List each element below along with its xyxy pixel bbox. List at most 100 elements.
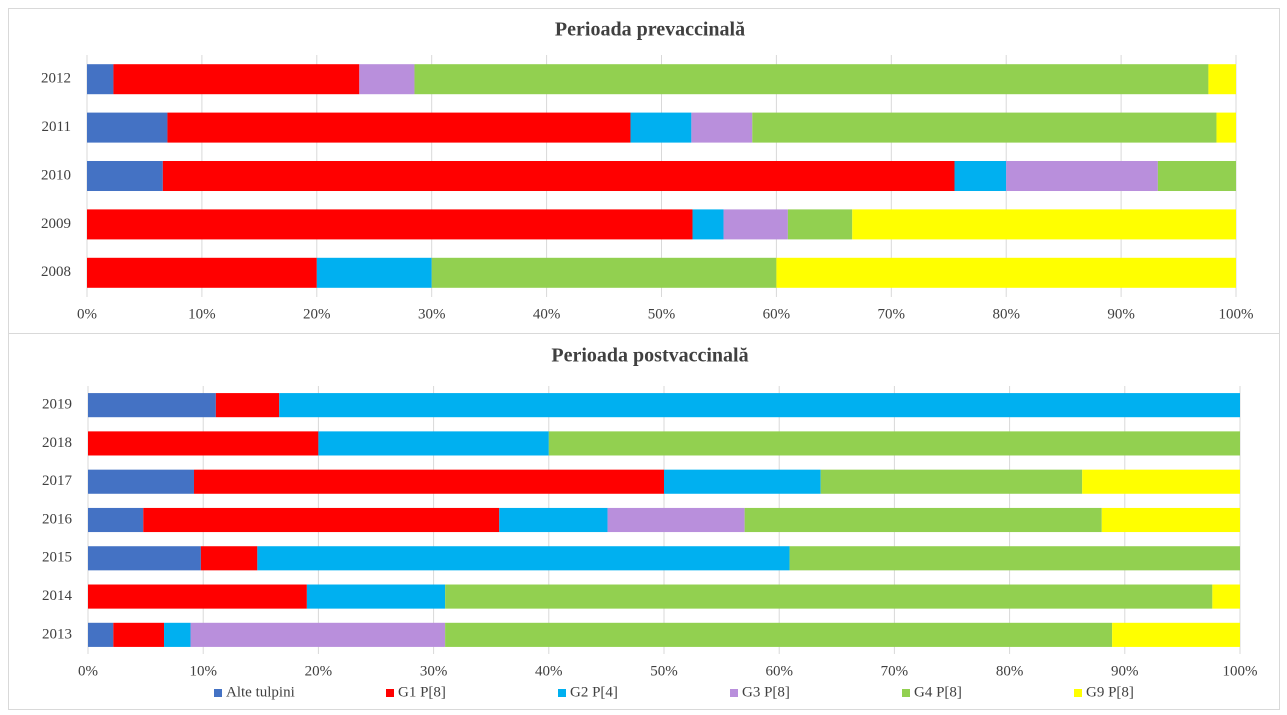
legend-swatch — [214, 689, 222, 697]
bar-segment — [664, 469, 821, 494]
bar-segment — [1112, 622, 1240, 647]
legend-swatch — [730, 689, 738, 697]
x-tick-label: 70% — [881, 663, 909, 679]
bar-segment — [607, 507, 745, 533]
bar-segment — [87, 160, 163, 192]
y-tick-label: 2010 — [41, 167, 71, 183]
x-tick-label: 80% — [992, 306, 1020, 322]
legend-label: G1 P[8] — [398, 684, 446, 700]
bar-segment — [88, 584, 307, 609]
bar-segment — [88, 469, 194, 494]
bar-segment — [789, 546, 1240, 571]
x-tick-label: 40% — [533, 306, 561, 322]
x-tick-label: 90% — [1107, 306, 1135, 322]
bar-segment — [167, 112, 631, 143]
bar-segment — [776, 257, 1236, 288]
bar-segment — [190, 622, 446, 647]
bar-segment — [143, 507, 500, 533]
y-tick-label: 2016 — [42, 511, 73, 527]
bar-segment — [257, 546, 790, 571]
x-tick-label: 30% — [418, 306, 446, 322]
x-tick-label: 40% — [535, 663, 563, 679]
bar-segment — [162, 160, 955, 192]
x-tick-label: 10% — [188, 306, 216, 322]
bar-segment — [630, 112, 692, 143]
bar-segment — [87, 257, 317, 288]
legend-label: Alte tulpini — [226, 684, 295, 700]
bar-segment — [88, 507, 144, 533]
y-tick-label: 2017 — [42, 473, 73, 489]
y-tick-label: 2015 — [42, 550, 72, 566]
bar-segment — [87, 112, 168, 143]
legend-label: G9 P[8] — [1086, 684, 1134, 700]
y-tick-label: 2019 — [42, 397, 72, 413]
bar-segment — [445, 622, 1113, 647]
y-tick-label: 2011 — [42, 119, 71, 135]
bar-segment — [113, 622, 165, 647]
x-tick-label: 20% — [303, 306, 331, 322]
bar-segment — [787, 209, 853, 240]
bar-segment — [548, 431, 1240, 456]
legend-label: G2 P[4] — [570, 684, 618, 700]
bar-segment — [306, 584, 446, 609]
x-tick-label: 30% — [420, 663, 448, 679]
legend-swatch — [902, 689, 910, 697]
bar-segment — [113, 64, 360, 95]
bar-segment — [87, 209, 693, 240]
legend-label: G4 P[8] — [914, 684, 962, 700]
bar-segment — [193, 469, 664, 494]
bar-segment — [200, 546, 258, 571]
y-tick-label: 2018 — [42, 435, 72, 451]
x-tick-label: 70% — [878, 306, 906, 322]
x-tick-label: 10% — [189, 663, 217, 679]
bar-segment — [431, 257, 777, 288]
bar-segment — [744, 507, 1102, 533]
y-tick-label: 2009 — [41, 216, 71, 232]
x-tick-label: 60% — [765, 663, 793, 679]
y-tick-label: 2013 — [42, 626, 72, 642]
x-tick-label: 90% — [1111, 663, 1139, 679]
bar-segment — [691, 112, 753, 143]
legend-swatch — [1074, 689, 1082, 697]
bar-segment — [164, 622, 191, 647]
legend-label: G3 P[8] — [742, 684, 790, 700]
bar-segment — [88, 393, 216, 418]
legend-swatch — [386, 689, 394, 697]
bar-segment — [318, 431, 549, 456]
y-tick-label: 2014 — [42, 588, 73, 604]
bar-segment — [723, 209, 788, 240]
bar-segment — [359, 64, 415, 95]
x-tick-label: 50% — [648, 306, 676, 322]
bar-segment — [1212, 584, 1240, 609]
x-tick-label: 100% — [1223, 663, 1258, 679]
x-tick-label: 50% — [650, 663, 678, 679]
bar-segment — [88, 622, 114, 647]
bar-segment — [414, 64, 1209, 95]
bar-segment — [692, 209, 724, 240]
bar-segment — [1082, 469, 1240, 494]
x-tick-label: 0% — [78, 663, 98, 679]
chart-title: Perioada prevaccinală — [555, 19, 745, 41]
x-tick-label: 60% — [763, 306, 791, 322]
bar-segment — [954, 160, 1007, 192]
x-tick-label: 0% — [77, 306, 97, 322]
bar-segment — [1101, 507, 1240, 533]
x-tick-label: 100% — [1219, 306, 1254, 322]
bar-segment — [88, 546, 201, 571]
bar-segment — [852, 209, 1236, 240]
bar-segment — [752, 112, 1217, 143]
bar-segment — [215, 393, 280, 418]
y-tick-label: 2012 — [41, 71, 71, 87]
bar-segment — [1006, 160, 1158, 192]
y-tick-label: 2008 — [41, 264, 71, 280]
bar-segment — [1208, 64, 1236, 95]
bar-segment — [445, 584, 1213, 609]
bar-segment — [1216, 112, 1236, 143]
bar-segment — [1157, 160, 1236, 192]
chart-title: Perioada postvaccinală — [551, 345, 748, 367]
x-tick-label: 20% — [305, 663, 333, 679]
x-tick-label: 80% — [996, 663, 1024, 679]
bar-segment — [820, 469, 1083, 494]
bar-segment — [316, 257, 432, 288]
